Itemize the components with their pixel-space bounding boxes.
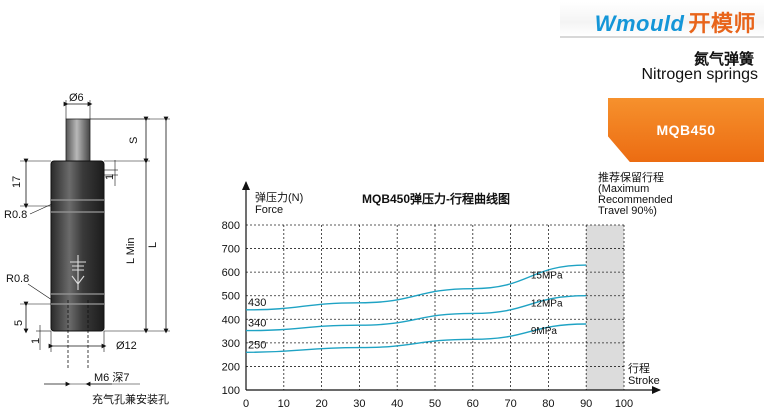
x-tick-label: 70 bbox=[504, 398, 516, 410]
series-start-label: 340 bbox=[248, 318, 266, 330]
x-tick-label: 30 bbox=[353, 398, 365, 410]
model-label: MQB450 bbox=[656, 122, 716, 138]
reserved-note-line: 推荐保留行程 bbox=[598, 170, 664, 184]
radius-top-label: R0.8 bbox=[4, 209, 27, 221]
thread-label: M6 深7 bbox=[94, 371, 129, 384]
reserved-note-line: Travel 90%) bbox=[598, 205, 657, 217]
x-tick-label: 0 bbox=[243, 398, 249, 410]
brand-logo: Wmould 开模师 bbox=[595, 6, 756, 38]
series-start-label: 250 bbox=[248, 339, 266, 351]
dim-1-bottom-label: 1 bbox=[30, 338, 42, 344]
reserved-note-line: Recommended bbox=[598, 194, 673, 206]
x-tick-label: 10 bbox=[278, 398, 290, 410]
dim-5-label: 5 bbox=[13, 320, 25, 326]
dia-bottom-label: Ø12 bbox=[116, 340, 137, 352]
dim-17-label: 17 bbox=[11, 176, 23, 188]
y-tick-label: 400 bbox=[222, 314, 240, 326]
reserved-note-line: (Maximum bbox=[598, 183, 649, 195]
dim-s-label: S bbox=[128, 137, 140, 144]
port-note: 充气孔兼安装孔 bbox=[92, 392, 169, 406]
x-tick-label: 40 bbox=[391, 398, 403, 410]
x-axis-label-en: Stroke bbox=[628, 375, 660, 387]
series-name-label: 9MPa bbox=[531, 326, 558, 337]
series-name-label: 15MPa bbox=[531, 271, 563, 282]
radius-bottom-label: R0.8 bbox=[6, 273, 29, 285]
series-line-12mpa bbox=[245, 295, 587, 332]
y-tick-label: 100 bbox=[222, 385, 240, 397]
y-tick-label: 800 bbox=[222, 220, 240, 232]
series-line-9mpa bbox=[245, 323, 587, 353]
product-title-chinese: 氮气弹簧 bbox=[693, 51, 754, 68]
model-tab: MQB450 bbox=[608, 98, 764, 162]
brand-banner: Wmould 开模师 bbox=[560, 2, 764, 38]
brand-latin: Wmould bbox=[594, 11, 685, 36]
series-name-label: 12MPa bbox=[531, 299, 563, 310]
cylinder-body bbox=[50, 160, 105, 332]
x-tick-label: 20 bbox=[315, 398, 327, 410]
product-title-english: Nitrogen springs bbox=[641, 66, 759, 83]
dia-top-label: Ø6 bbox=[69, 92, 84, 104]
dim-l-label: L bbox=[147, 242, 159, 248]
x-tick-label: 100 bbox=[615, 398, 633, 410]
y-tick-label: 500 bbox=[222, 291, 240, 303]
y-tick-label: 300 bbox=[222, 338, 240, 350]
y-axis-label-zh: 弹压力(N) bbox=[255, 190, 303, 204]
dim-1-label: 1 bbox=[104, 174, 116, 180]
x-axis-label-zh: 行程 bbox=[628, 362, 650, 375]
chart-title: MQB450弹压力-行程曲线图 bbox=[362, 191, 510, 206]
series-start-label: 430 bbox=[248, 297, 266, 309]
x-tick-label: 80 bbox=[542, 398, 554, 410]
valve-spring-icon bbox=[70, 255, 86, 290]
x-tick-label: 50 bbox=[429, 398, 441, 410]
dim-lmin-label: L Min bbox=[125, 238, 137, 265]
reserved-stroke-region bbox=[586, 225, 624, 390]
series-line-15mpa bbox=[245, 264, 587, 311]
y-axis-label-en: Force bbox=[255, 204, 283, 216]
x-tick-label: 60 bbox=[467, 398, 479, 410]
brand-chinese: 开模师 bbox=[688, 11, 756, 36]
y-axis-arrow bbox=[242, 181, 250, 190]
y-tick-label: 600 bbox=[222, 267, 240, 279]
y-tick-label: 200 bbox=[222, 361, 240, 373]
y-tick-label: 700 bbox=[222, 244, 240, 256]
x-axis-arrow bbox=[652, 386, 661, 394]
x-tick-label: 90 bbox=[580, 398, 592, 410]
